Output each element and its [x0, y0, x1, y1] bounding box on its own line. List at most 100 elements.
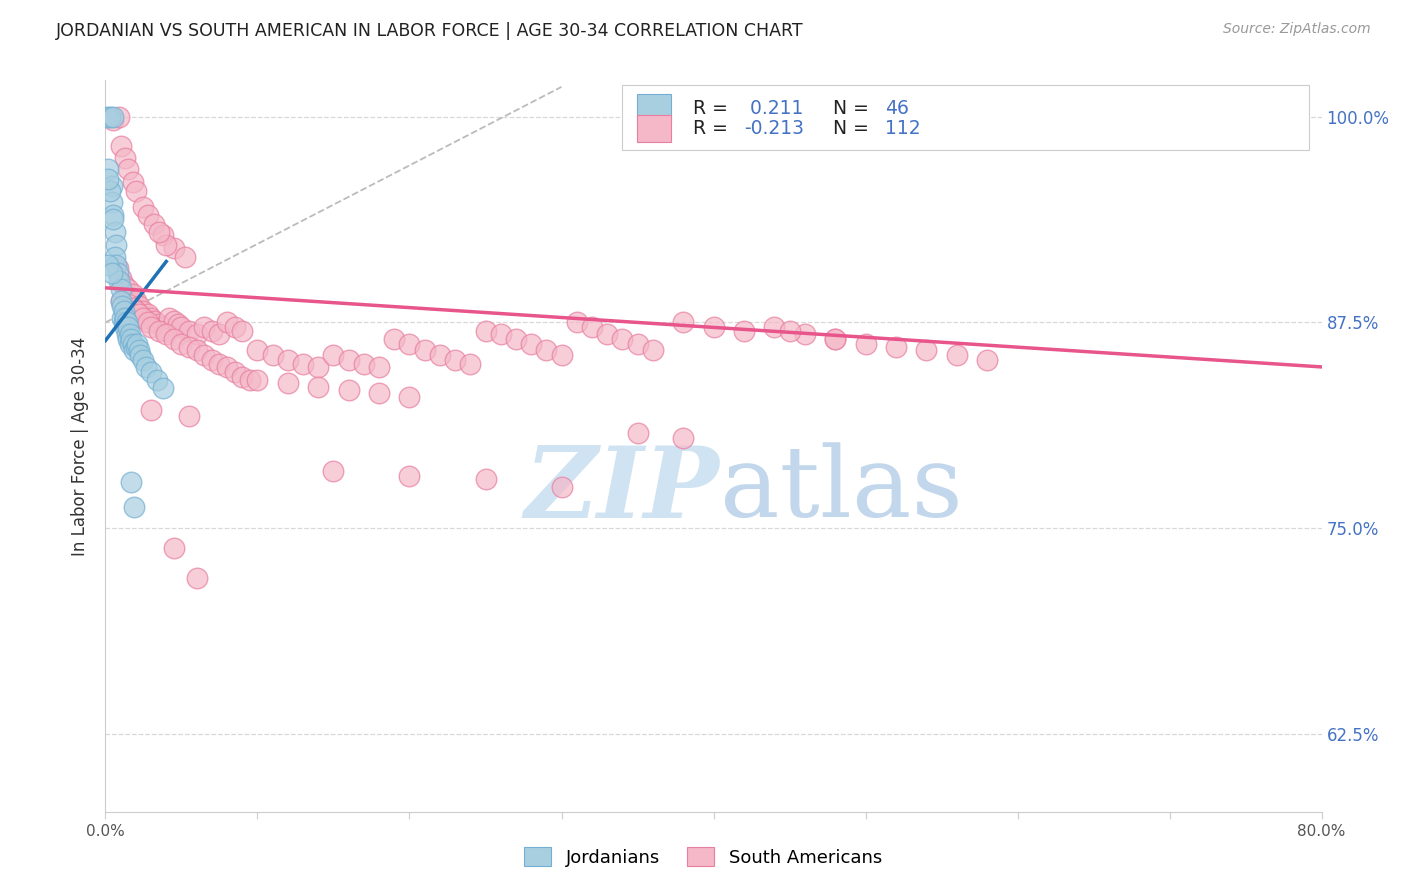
- Point: [110, 271, 132, 285]
- FancyBboxPatch shape: [637, 95, 671, 122]
- Point: [262, 348, 284, 362]
- Point: [125, 293, 148, 308]
- Point: [536, 343, 558, 358]
- Point: [626, 336, 648, 351]
- Point: [337, 353, 360, 368]
- Y-axis label: In Labor Force | Age 30-34: In Labor Force | Age 30-34: [72, 336, 90, 556]
- Point: [132, 304, 155, 318]
- Point: [97, 172, 120, 186]
- Point: [733, 324, 755, 338]
- Point: [307, 359, 329, 374]
- Point: [458, 357, 481, 371]
- Point: [107, 266, 129, 280]
- Point: [217, 359, 239, 374]
- Point: [246, 343, 269, 358]
- Point: [112, 277, 135, 292]
- Point: [136, 307, 159, 321]
- Point: [382, 332, 405, 346]
- Point: [398, 390, 420, 404]
- Point: [163, 541, 186, 556]
- Point: [128, 343, 150, 358]
- Point: [322, 464, 344, 478]
- Point: [177, 324, 200, 338]
- Point: [148, 317, 170, 331]
- Point: [112, 304, 135, 318]
- Point: [167, 317, 190, 331]
- Point: [98, 184, 121, 198]
- Point: [353, 357, 375, 371]
- Point: [118, 336, 141, 351]
- Point: [121, 287, 143, 301]
- Point: [103, 225, 125, 239]
- Point: [231, 369, 253, 384]
- Point: [129, 348, 152, 362]
- Point: [97, 258, 120, 272]
- Point: [155, 326, 177, 341]
- Point: [163, 314, 186, 328]
- Point: [945, 348, 967, 362]
- Point: [596, 326, 619, 341]
- Point: [489, 326, 512, 341]
- Point: [101, 112, 124, 127]
- Point: [101, 110, 124, 124]
- Point: [157, 310, 180, 325]
- Point: [112, 315, 135, 329]
- Point: [124, 343, 146, 358]
- Point: [170, 336, 193, 351]
- Point: [915, 343, 938, 358]
- Point: [177, 409, 200, 424]
- Point: [612, 332, 634, 346]
- Point: [114, 151, 136, 165]
- Point: [139, 320, 162, 334]
- Point: [98, 110, 121, 124]
- Point: [763, 320, 786, 334]
- Point: [117, 283, 139, 297]
- Point: [110, 139, 132, 153]
- Point: [132, 353, 155, 368]
- Point: [201, 353, 224, 368]
- Point: [128, 307, 150, 321]
- Point: [125, 184, 148, 198]
- Point: [146, 373, 169, 387]
- Text: 0.211: 0.211: [744, 99, 803, 118]
- Point: [173, 250, 195, 264]
- Point: [186, 571, 208, 585]
- Point: [143, 217, 166, 231]
- Text: N =: N =: [832, 99, 875, 118]
- Point: [128, 299, 150, 313]
- Point: [565, 315, 588, 329]
- Point: [120, 475, 142, 490]
- Point: [626, 425, 648, 440]
- Point: [398, 468, 420, 483]
- Point: [217, 315, 239, 329]
- Point: [135, 359, 157, 374]
- Point: [398, 336, 420, 351]
- Point: [152, 228, 174, 243]
- Point: [193, 320, 215, 334]
- Text: -0.213: -0.213: [744, 119, 804, 138]
- Point: [672, 431, 695, 445]
- Point: [550, 348, 572, 362]
- Point: [163, 241, 186, 255]
- Point: [505, 332, 527, 346]
- Text: JORDANIAN VS SOUTH AMERICAN IN LABOR FORCE | AGE 30-34 CORRELATION CHART: JORDANIAN VS SOUTH AMERICAN IN LABOR FOR…: [56, 22, 804, 40]
- Point: [124, 500, 146, 514]
- Point: [114, 320, 136, 334]
- FancyBboxPatch shape: [637, 115, 671, 143]
- Text: atlas: atlas: [720, 442, 962, 538]
- Point: [121, 301, 143, 315]
- Point: [115, 315, 138, 329]
- Point: [121, 336, 143, 351]
- Point: [125, 340, 148, 354]
- Point: [793, 326, 815, 341]
- Point: [193, 348, 215, 362]
- Point: [368, 386, 391, 401]
- Point: [208, 357, 231, 371]
- Point: [368, 359, 391, 374]
- Point: [155, 324, 177, 338]
- Point: [136, 315, 159, 329]
- Point: [224, 320, 246, 334]
- Point: [111, 299, 134, 313]
- Point: [110, 293, 132, 308]
- Point: [107, 261, 129, 276]
